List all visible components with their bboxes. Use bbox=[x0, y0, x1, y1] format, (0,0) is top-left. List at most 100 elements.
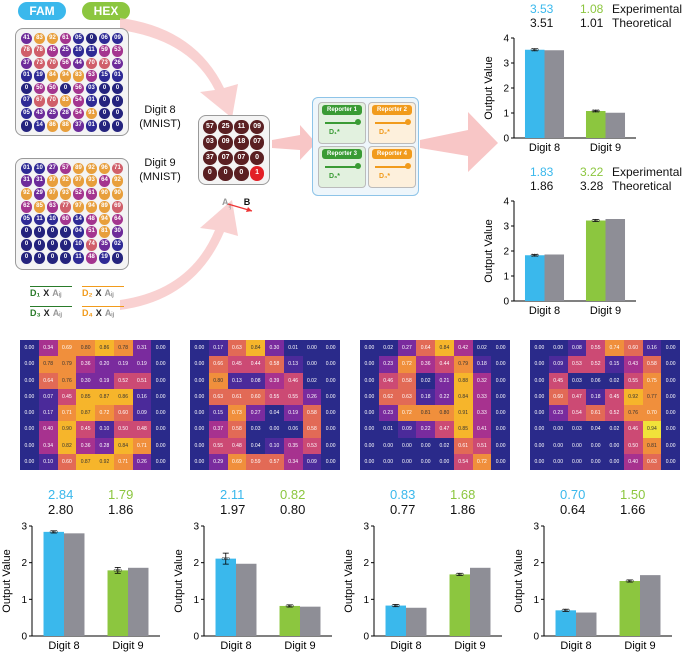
grid-cell: 11 bbox=[234, 119, 249, 134]
grid-cell: 89 bbox=[98, 200, 111, 213]
digit9-input-grid: 01 10 27 57 89 92 96 71 31 31 97 92 97 93 64 92 92 29 97 93… bbox=[20, 162, 124, 264]
heatmap-cell: 0.00 bbox=[530, 421, 549, 438]
grid-cell: 01 bbox=[111, 70, 124, 82]
grid-cell: 92 bbox=[20, 188, 33, 200]
heatmap-cell: 0.00 bbox=[151, 405, 170, 422]
y-tick-label: 1 bbox=[533, 595, 539, 606]
experimental-bar bbox=[619, 581, 640, 636]
grid-cell: 43 bbox=[33, 107, 46, 119]
heatmap-cell: 0.06 bbox=[586, 372, 605, 389]
heatmap-cell: 0.75 bbox=[642, 372, 662, 389]
heatmap-cell: 0.00 bbox=[416, 437, 435, 454]
heatmap-cell: 0.84 bbox=[246, 340, 265, 357]
heatmap-cell: 0.45 bbox=[227, 356, 247, 373]
heatmap-cell: 0.92 bbox=[95, 453, 114, 470]
grid-cell: 0 bbox=[46, 251, 59, 264]
heatmap-cell: 0.01 bbox=[378, 421, 398, 438]
y-tick-label: 3 bbox=[533, 522, 539, 533]
heatmap-cell: 0.00 bbox=[661, 437, 680, 454]
heatmap-cell: 0.00 bbox=[397, 437, 417, 454]
grid-cell: 77 bbox=[59, 200, 72, 213]
heatmap-cell: 0.79 bbox=[57, 356, 77, 373]
heatmap-cell: 0.80 bbox=[435, 405, 454, 422]
legend-term: D₄ X Aᵢⱼ bbox=[82, 306, 124, 319]
x-tick-label: Digit 8 bbox=[560, 640, 591, 652]
heatmap-cell: 0.86 bbox=[113, 388, 133, 405]
heatmap-cell: 0.00 bbox=[530, 340, 549, 357]
heatmap-cell: 0.00 bbox=[548, 437, 568, 454]
grid-cell: 81 bbox=[98, 226, 111, 238]
heatmap-cell: 0.00 bbox=[605, 437, 624, 454]
grid-cell: 01 bbox=[85, 95, 98, 107]
grid-cell: 05 bbox=[20, 107, 33, 119]
heatmap-cell: 0.00 bbox=[360, 437, 379, 454]
heatmap-cell: 0.33 bbox=[472, 388, 492, 405]
heatmap-cell: 0.45 bbox=[548, 372, 568, 389]
heatmap-cell: 0.00 bbox=[491, 421, 510, 438]
b-symbol: B bbox=[243, 197, 251, 207]
x-tick-label: Digit 8 bbox=[529, 142, 560, 154]
heatmap-cell: 0.02 bbox=[472, 340, 492, 357]
legend-term-weight: Aᵢⱼ bbox=[104, 288, 114, 298]
heatmap-cell: 0.00 bbox=[435, 453, 454, 470]
reporter-strand-label: D₄* bbox=[379, 173, 391, 180]
grid-cell: 07 bbox=[249, 135, 265, 150]
grid-cell: 0 bbox=[111, 82, 124, 94]
y-tick-label: 2 bbox=[363, 558, 369, 569]
theoretical-value-digit9: 1.66 bbox=[620, 502, 646, 517]
heatmap-cell: 0.80 bbox=[76, 340, 95, 357]
grid-cell: 25 bbox=[218, 119, 233, 134]
grid-cell: 73 bbox=[98, 57, 111, 69]
heatmap-cell: 0.00 bbox=[190, 405, 209, 422]
grid-cell: 0 bbox=[46, 239, 59, 251]
legend-term: D₂ X Aᵢⱼ bbox=[82, 286, 124, 299]
grid-cell: 09 bbox=[111, 32, 124, 44]
heatmap-cell: 0.87 bbox=[95, 388, 114, 405]
reporter-strand-label: D₃* bbox=[329, 173, 341, 180]
heatmap-cell: 0.00 bbox=[20, 421, 39, 438]
heatmap-cell: 0.00 bbox=[20, 437, 39, 454]
replicate-point bbox=[535, 48, 539, 52]
digit8-input-grid: 41 83 92 61 05 0 06 09 78 78 45 25 10 11 59 53 37 73 70 56 4… bbox=[20, 32, 124, 132]
dna-strand-icon bbox=[375, 122, 407, 124]
grid-cell: 31 bbox=[33, 175, 46, 187]
grid-cell: 15 bbox=[98, 70, 111, 82]
heatmap-cell: 0.33 bbox=[472, 405, 492, 422]
heatmap-cell: 0.76 bbox=[57, 372, 77, 389]
heatmap-cell: 0.79 bbox=[453, 356, 473, 373]
heatmap-cell: 0.00 bbox=[190, 340, 209, 357]
heatmap-cell: 0.61 bbox=[227, 388, 247, 405]
legend-term-strand: D₄ bbox=[82, 308, 93, 318]
grid-cell: 51 bbox=[85, 226, 98, 238]
theoretical-bar bbox=[406, 607, 427, 636]
heatmap-cell: 0.58 bbox=[227, 421, 247, 438]
y-tick-label: 4 bbox=[503, 197, 509, 208]
y-tick-label: 3 bbox=[503, 222, 509, 233]
heatmap-cell: 0.58 bbox=[265, 356, 284, 373]
heatmap-cell: 0.45 bbox=[76, 421, 95, 438]
grid-cell: 11 bbox=[33, 213, 46, 226]
experimental-bar bbox=[555, 610, 576, 636]
theoretical-bar bbox=[544, 50, 565, 138]
heatmap-cell: 0.08 bbox=[246, 372, 265, 389]
legend-underline bbox=[82, 306, 124, 307]
y-tick-label: 1 bbox=[363, 595, 369, 606]
heatmap-cell: 0.78 bbox=[113, 340, 133, 357]
x-tick-label: Digit 9 bbox=[284, 640, 315, 652]
grid-cell: 19 bbox=[98, 251, 111, 264]
heatmap-cell: 0.00 bbox=[20, 405, 39, 422]
grid-cell: 30 bbox=[111, 226, 124, 238]
grid-cell: 0 bbox=[33, 251, 46, 264]
experimental-bar bbox=[585, 111, 606, 138]
heatmap-cell: 0.00 bbox=[321, 372, 340, 389]
grid-cell: 25 bbox=[46, 107, 59, 119]
heatmap-cell: 0.32 bbox=[472, 372, 492, 389]
grid-cell: 48 bbox=[85, 213, 98, 226]
heatmap-cell: 0.18 bbox=[416, 388, 435, 405]
heatmap-3: 0.00 0.02 0.27 0.64 0.84 0.42 0.02 0.00 0.00 0.23… bbox=[360, 340, 510, 470]
experimental-bar bbox=[449, 574, 470, 636]
heatmap-cell: 0.63 bbox=[397, 388, 417, 405]
replicate-point bbox=[460, 572, 464, 576]
heatmap-cell: 0.58 bbox=[302, 421, 322, 438]
replicate-point bbox=[566, 608, 570, 612]
